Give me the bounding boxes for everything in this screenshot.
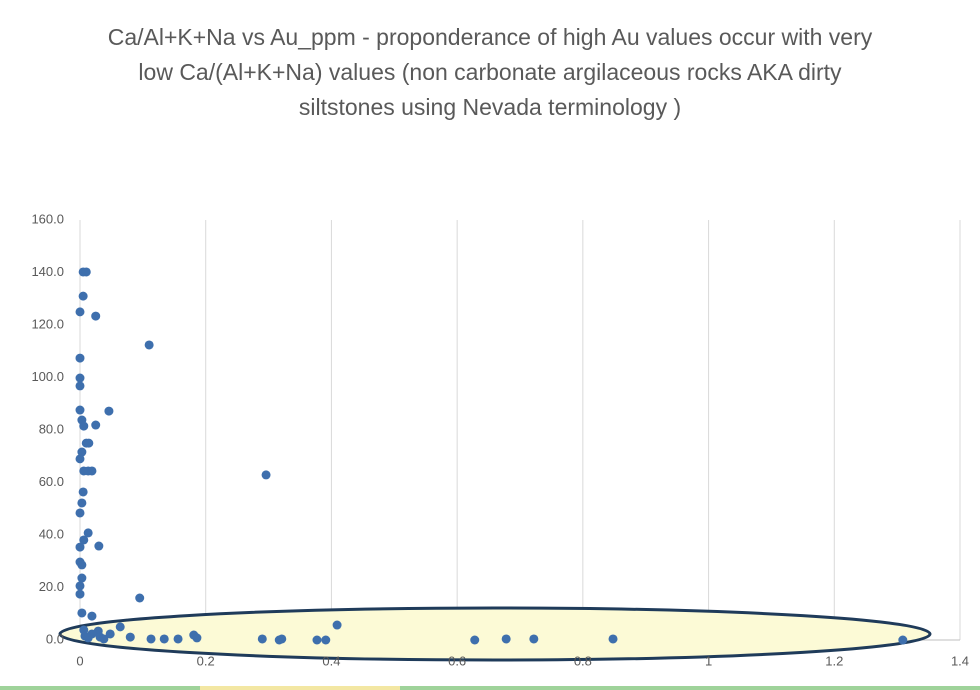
- point: [257, 634, 267, 644]
- point: [75, 589, 85, 599]
- y-tick-label: 60.0: [39, 474, 64, 489]
- point: [261, 470, 271, 480]
- point: [87, 629, 97, 639]
- point: [91, 420, 101, 430]
- point: [332, 620, 342, 630]
- point: [79, 421, 89, 431]
- point: [75, 381, 85, 391]
- bottom-strip: [200, 686, 400, 690]
- point: [125, 632, 135, 642]
- point: [77, 608, 87, 618]
- x-tick-label: 1.2: [825, 653, 843, 668]
- point: [94, 541, 104, 551]
- x-tick-label: 0: [76, 653, 83, 668]
- point: [77, 447, 87, 457]
- point: [312, 635, 322, 645]
- point: [159, 634, 169, 644]
- point: [81, 267, 91, 277]
- point: [321, 635, 331, 645]
- point: [144, 340, 154, 350]
- bottom-strip: [0, 686, 980, 690]
- y-tick-label: 20.0: [39, 579, 64, 594]
- point: [75, 373, 85, 383]
- point: [277, 634, 287, 644]
- x-tick-label: 0.4: [322, 653, 340, 668]
- point: [75, 581, 85, 591]
- point: [87, 611, 97, 621]
- point: [83, 528, 93, 538]
- point: [135, 593, 145, 603]
- point: [75, 508, 85, 518]
- y-tick-label: 0.0: [46, 631, 64, 646]
- point: [77, 498, 87, 508]
- y-tick-label: 120.0: [31, 316, 64, 331]
- x-tick-label: 1: [705, 653, 712, 668]
- point: [78, 487, 88, 497]
- y-tick-label: 40.0: [39, 526, 64, 541]
- point: [104, 406, 114, 416]
- point: [608, 634, 618, 644]
- highlight-ellipse: [58, 606, 932, 662]
- point: [75, 405, 85, 415]
- point: [75, 542, 85, 552]
- point: [173, 634, 183, 644]
- point: [898, 635, 908, 645]
- point: [192, 633, 202, 643]
- y-tick-label: 140.0: [31, 264, 64, 279]
- point: [91, 311, 101, 321]
- chart-title: Ca/Al+K+Na vs Au_ppm - proponderance of …: [107, 24, 873, 120]
- x-tick-label: 1.4: [951, 653, 969, 668]
- point: [77, 573, 87, 583]
- point: [99, 634, 109, 644]
- point: [84, 438, 94, 448]
- point: [79, 535, 89, 545]
- point: [77, 560, 87, 570]
- point: [87, 466, 97, 476]
- point: [75, 454, 85, 464]
- point: [146, 634, 156, 644]
- point: [529, 634, 539, 644]
- y-tick-label: 160.0: [31, 211, 64, 226]
- x-tick-label: 0.8: [574, 653, 592, 668]
- point: [75, 353, 85, 363]
- x-tick-label: 0.2: [197, 653, 215, 668]
- point: [501, 634, 511, 644]
- y-tick-label: 80.0: [39, 421, 64, 436]
- point: [75, 307, 85, 317]
- point: [105, 629, 115, 639]
- point: [115, 622, 125, 632]
- point: [78, 291, 88, 301]
- y-tick-label: 100.0: [31, 369, 64, 384]
- x-tick-label: 0.6: [448, 653, 466, 668]
- point: [470, 635, 480, 645]
